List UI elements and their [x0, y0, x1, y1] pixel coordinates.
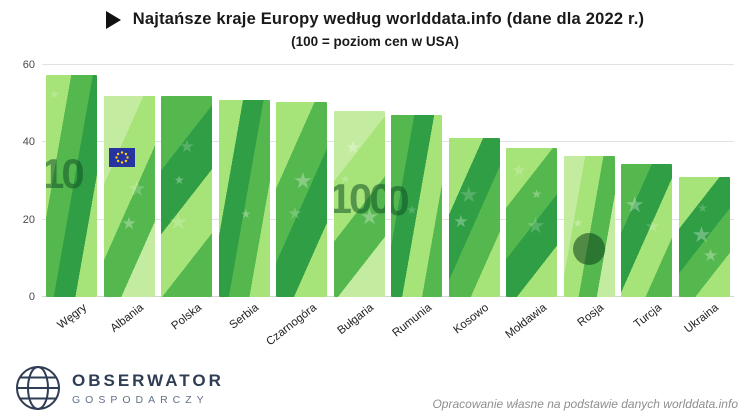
gridline [42, 296, 734, 297]
bar: ★ [218, 99, 270, 297]
logo: OBSERWATOR GOSPODARCZY [14, 364, 224, 412]
banknote-star-icon: ★ [345, 138, 361, 158]
banknote-star-icon: ★ [458, 182, 479, 208]
gridline [42, 218, 734, 220]
bar-column: ★ ★ Czarnogóra [264, 65, 329, 348]
bar-column: ★ ★ Kosowo [447, 65, 502, 336]
eu-flag-icon [108, 148, 135, 172]
banknote-star-icon: ★ [292, 168, 313, 194]
bar: ★ ★ [103, 95, 155, 297]
banknote-star-icon: ★ [624, 192, 645, 218]
y-tick-label: 40 [22, 136, 35, 149]
bar: ★ 10 [46, 74, 97, 297]
bar-column: ★ ★ Turcja [619, 65, 674, 331]
banknote-star-icon: ★ [511, 160, 527, 180]
bar: ★ [563, 155, 615, 297]
logo-title: OBSERWATOR [72, 370, 224, 390]
bar: ★ 0 [391, 115, 443, 297]
banknote-star-icon: ★ [453, 211, 469, 231]
logo-subtitle: GOSPODARCZY [72, 393, 209, 406]
y-tick-label: 60 [22, 59, 35, 71]
banknote-star-icon: ★ [126, 176, 147, 202]
banknote-star-icon: ★ [240, 207, 252, 222]
bar-column: ★ 10 Węgry [44, 65, 99, 332]
bar: ★ ★ ★ [506, 148, 558, 297]
gridline [42, 141, 734, 143]
banknote-star-icon: ★ [691, 221, 712, 247]
banknote-star-icon: ★ [644, 217, 661, 237]
banknote-star-icon: ★ [525, 213, 546, 239]
chart-subtitle: (100 = poziom cen w USA) [291, 34, 459, 49]
bar: ★ ★ ★ 100 [333, 111, 385, 297]
banknote-star-icon: ★ [697, 201, 708, 216]
banknote-star-icon: ★ [339, 171, 351, 186]
banknote-numeral: 0 [391, 177, 409, 225]
banknote-star-icon: ★ [179, 137, 195, 157]
banknote-star-icon: ★ [49, 87, 60, 101]
bar-column: ★ ★ ★ 100 Bułgaria [332, 65, 387, 337]
banknote-numeral: 10 [46, 150, 85, 198]
bar-column: ★ Serbia [217, 65, 272, 332]
banknote-star-icon: ★ [173, 173, 185, 188]
bar: ★ ★ [448, 138, 500, 297]
bar-column: ★ ★ ★ Mołdawia [503, 65, 559, 341]
globe-icon [16, 366, 60, 410]
bar-column: ★ ★ ★ Polska [159, 65, 214, 332]
banknote-star-icon: ★ [531, 187, 542, 202]
banknote-star-icon: ★ [121, 213, 137, 233]
banknote-star-icon: ★ [168, 208, 188, 234]
banknote-star-icon: ★ [287, 204, 303, 224]
gridline [42, 64, 734, 65]
banknote-circle-decoration [573, 233, 606, 266]
source-note: Opracowanie własne na podstawie danych w… [432, 397, 738, 411]
bar: ★ ★ [276, 101, 328, 297]
plot-area: 0 20 40 60 ★ 10 Węgry ★ ★ Albania ★ ★ ★ Polska ★ Serbia… [23, 59, 734, 348]
header: Najtańsze kraje Europy według worlddata.… [0, 0, 750, 49]
chart-title: Najtańsze kraje Europy według worlddata.… [132, 10, 645, 28]
y-tick-label: 0 [28, 291, 35, 303]
bars: ★ 10 Węgry ★ ★ Albania ★ ★ ★ Polska ★ Serbia ★ ★ Czarn… [42, 65, 734, 348]
banknote-star-icon: ★ [406, 203, 418, 218]
banknote-star-icon: ★ [572, 215, 584, 230]
bar-column: ★ ★ Albania [102, 65, 157, 335]
bar: ★ ★ [621, 163, 673, 297]
banknote-star-icon: ★ [359, 204, 380, 230]
bar-column: ★ 0 Rumunia [389, 65, 444, 340]
bar-column: ★ ★ ★ Ukraina [677, 65, 732, 336]
y-tick-label: 20 [22, 213, 35, 226]
bar-column: ★ Rosja [562, 65, 617, 329]
bar: ★ ★ ★ [678, 177, 730, 297]
bar: ★ ★ ★ [161, 95, 213, 297]
play-triangle-icon [105, 10, 121, 29]
banknote-numeral: 100 [333, 174, 385, 222]
banknote-star-icon: ★ [702, 245, 719, 265]
